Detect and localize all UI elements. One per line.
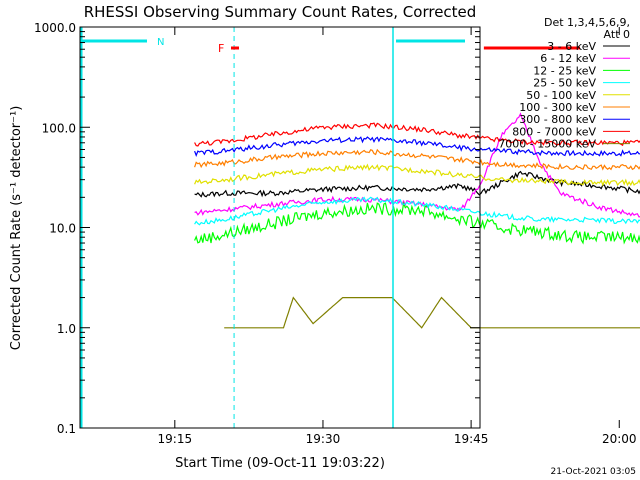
x-tick-label-2: 19:45	[454, 432, 489, 446]
series-line-5	[194, 148, 640, 171]
series-line-0	[194, 170, 640, 198]
legend-label-8: 7000 - 15000 keV	[498, 138, 596, 151]
y-tick-label-2: 10.0	[49, 222, 76, 236]
x-tick-label-1: 19:30	[306, 432, 341, 446]
series-line-8	[224, 296, 640, 329]
x-axis-label: Start Time (09-Oct-11 19:03:22)	[175, 456, 385, 471]
x-tick-label-3: 20:00	[602, 432, 637, 446]
legend-label-2: 12 - 25 keV	[533, 64, 596, 77]
series-layer	[194, 112, 640, 329]
series-line-3	[194, 196, 640, 226]
y-tick-label-3: 100.0	[42, 121, 76, 135]
legend-header-line-2: Att 0	[604, 28, 630, 41]
legend-label-1: 6 - 12 keV	[540, 52, 596, 65]
legend-header-line-1: Det 1,3,4,5,6,9,	[544, 16, 630, 29]
chart-title: RHESSI Observing Summary Count Rates, Co…	[84, 3, 477, 21]
series-line-1	[194, 112, 640, 218]
legend-label-5: 100 - 300 keV	[519, 101, 596, 114]
series-line-2	[194, 201, 640, 245]
y-tick-label-1: 1.0	[57, 322, 76, 336]
night-marker-label: N	[157, 37, 164, 48]
legend-label-3: 25 - 50 keV	[533, 77, 596, 90]
series-line-7	[194, 122, 640, 147]
timestamp: 21-Oct-2021 03:05	[551, 467, 636, 477]
legend-label-0: 3 - 6 keV	[547, 40, 596, 53]
y-tick-label-0: 0.1	[57, 422, 76, 436]
x-tick-label-0: 19:15	[158, 432, 193, 446]
series-line-4	[194, 163, 640, 187]
series-line-6	[194, 136, 640, 157]
y-axis-label: Corrected Count Rate (s⁻¹ detector⁻¹)	[9, 106, 24, 351]
axis-layer: 19:1519:3019:4520:0020:1520:300.11.010.0…	[34, 21, 637, 446]
legend-label-7: 800 - 7000 keV	[512, 125, 596, 138]
flare-marker-label: F	[218, 42, 224, 55]
legend-label-4: 50 - 100 keV	[526, 89, 596, 102]
legend-label-6: 300 - 800 keV	[519, 113, 596, 126]
y-tick-label-4: 1000.0	[34, 21, 76, 35]
